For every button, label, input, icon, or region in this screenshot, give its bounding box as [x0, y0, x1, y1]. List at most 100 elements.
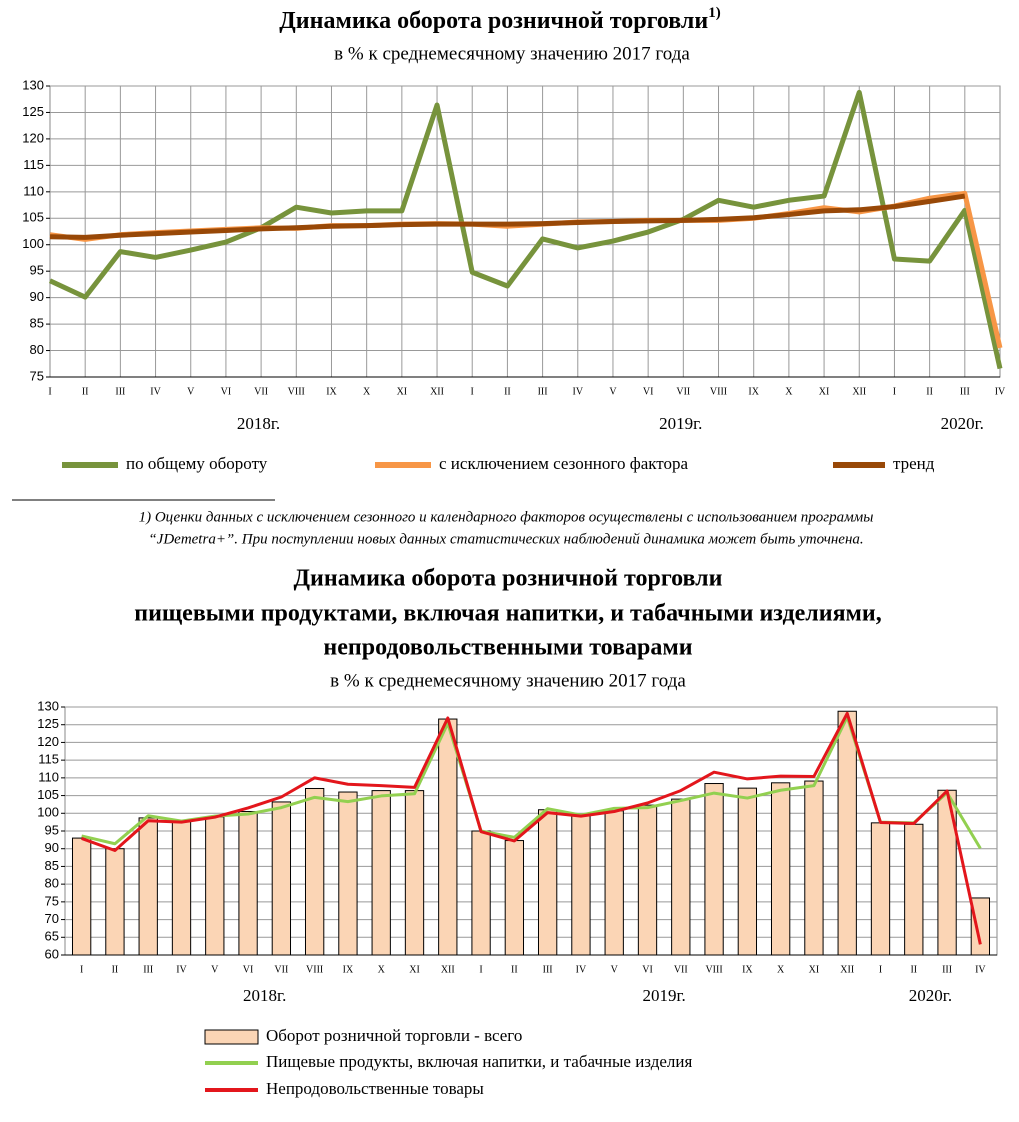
bar: [671, 798, 691, 956]
chart-title: непродовольственными товарами: [323, 635, 692, 661]
x-tick-label: VI: [643, 386, 654, 397]
x-tick-label: VII: [254, 386, 268, 397]
y-tick-label: 120: [22, 130, 44, 145]
y-tick-label: 125: [22, 104, 44, 119]
y-tick-label: 85: [30, 316, 44, 331]
bar: [404, 790, 425, 956]
x-tick-label: X: [378, 964, 386, 975]
year-label: 2018г.: [237, 414, 280, 433]
y-tick-label: 80: [45, 876, 59, 891]
x-tick-label: XII: [852, 386, 866, 397]
x-tick-label: XI: [819, 386, 830, 397]
x-tick-label: II: [926, 386, 933, 397]
bar: [804, 780, 824, 956]
line-series: [48, 89, 1003, 370]
bar: [138, 817, 158, 956]
x-tick-label: VII: [274, 964, 288, 975]
bar: [737, 787, 758, 956]
bar: [371, 790, 391, 956]
x-tick-label: IV: [995, 386, 1006, 397]
chart-title: Динамика оборота розничной торговли1): [279, 5, 720, 33]
year-label: 2020г.: [941, 414, 984, 433]
x-tick-label: XII: [430, 386, 444, 397]
x-tick-label: VIII: [710, 386, 727, 397]
x-tick-label: V: [187, 386, 195, 397]
x-tick-label: XI: [397, 386, 408, 397]
year-label: 2019г.: [659, 414, 702, 433]
y-tick-label: 80: [30, 342, 44, 357]
y-tick-label: 110: [23, 183, 44, 198]
year-label: 2020г.: [909, 986, 952, 1005]
bar: [71, 837, 92, 956]
x-tick-label: IV: [176, 964, 187, 975]
legend-label: Пищевые продукты, включая напитки, и таб…: [266, 1052, 692, 1071]
bar: [537, 809, 558, 956]
y-tick-label: 65: [45, 929, 59, 944]
x-tick-label: IX: [343, 964, 354, 975]
bar: [105, 848, 125, 956]
y-tick-label: 100: [37, 805, 59, 820]
x-tick-label: I: [80, 964, 83, 975]
chart-title: Динамика оборота розничной торговли: [294, 566, 723, 592]
bar: [271, 801, 292, 956]
bar: [970, 897, 991, 956]
bar: [704, 783, 724, 956]
chart-title: пищевыми продуктами, включая напитки, и …: [134, 601, 881, 627]
x-tick-label: I: [48, 386, 51, 397]
bar: [171, 821, 192, 956]
y-tick-label: 90: [30, 289, 44, 304]
year-label: 2018г.: [243, 986, 286, 1005]
legend-label: Оборот розничной торговли - всего: [266, 1026, 522, 1045]
x-tick-label: IX: [326, 386, 337, 397]
year-label: 2019г.: [642, 986, 685, 1005]
x-tick-label: X: [785, 386, 793, 397]
legend-label: тренд: [893, 454, 935, 473]
x-tick-label: I: [879, 964, 882, 975]
x-tick-label: IV: [572, 386, 583, 397]
footnote: 1) Оценки данных с исключением сезонного…: [139, 509, 874, 525]
x-tick-label: X: [363, 386, 371, 397]
x-tick-label: VII: [674, 964, 688, 975]
x-tick-label: XI: [809, 964, 820, 975]
x-tick-label: VIII: [306, 964, 323, 975]
x-tick-label: V: [609, 386, 617, 397]
y-tick-label: 95: [30, 263, 44, 278]
y-tick-label: 90: [45, 840, 59, 855]
title-superscript: 1): [708, 5, 721, 21]
y-tick-label: 110: [38, 769, 59, 784]
x-tick-label: III: [543, 964, 553, 975]
footnote: “JDemetra+”. При поступлении новых данны…: [148, 531, 863, 547]
x-tick-label: XII: [441, 964, 455, 975]
x-tick-label: IV: [576, 964, 587, 975]
x-tick-label: II: [112, 964, 119, 975]
line-series: [81, 711, 982, 945]
y-tick-label: 130: [22, 77, 44, 92]
y-tick-label: 85: [45, 858, 59, 873]
y-tick-label: 95: [45, 822, 59, 837]
y-tick-label: 115: [38, 752, 59, 767]
bar: [870, 822, 891, 956]
bar: [837, 710, 857, 956]
bar: [770, 782, 791, 956]
x-tick-label: V: [211, 964, 219, 975]
x-tick-label: III: [538, 386, 548, 397]
x-tick-label: II: [910, 964, 917, 975]
x-tick-label: I: [471, 386, 474, 397]
x-tick-label: VI: [642, 964, 653, 975]
bar: [338, 791, 358, 956]
line-series: [49, 193, 966, 240]
y-tick-label: 125: [37, 716, 59, 731]
y-tick-label: 70: [45, 911, 59, 926]
x-tick-label: IX: [748, 386, 759, 397]
chart-subtitle: в % к среднемесячному значению 2017 года: [334, 43, 690, 64]
bar: [304, 787, 325, 956]
legend-label: Непродовольственные товары: [266, 1079, 484, 1098]
title-text: Динамика оборота розничной торговли: [279, 8, 708, 34]
x-tick-label: III: [115, 386, 125, 397]
x-tick-label: XI: [409, 964, 420, 975]
x-tick-label: VI: [221, 386, 232, 397]
bar: [637, 804, 658, 956]
bar: [205, 816, 225, 956]
legend-swatch: [204, 1029, 259, 1045]
